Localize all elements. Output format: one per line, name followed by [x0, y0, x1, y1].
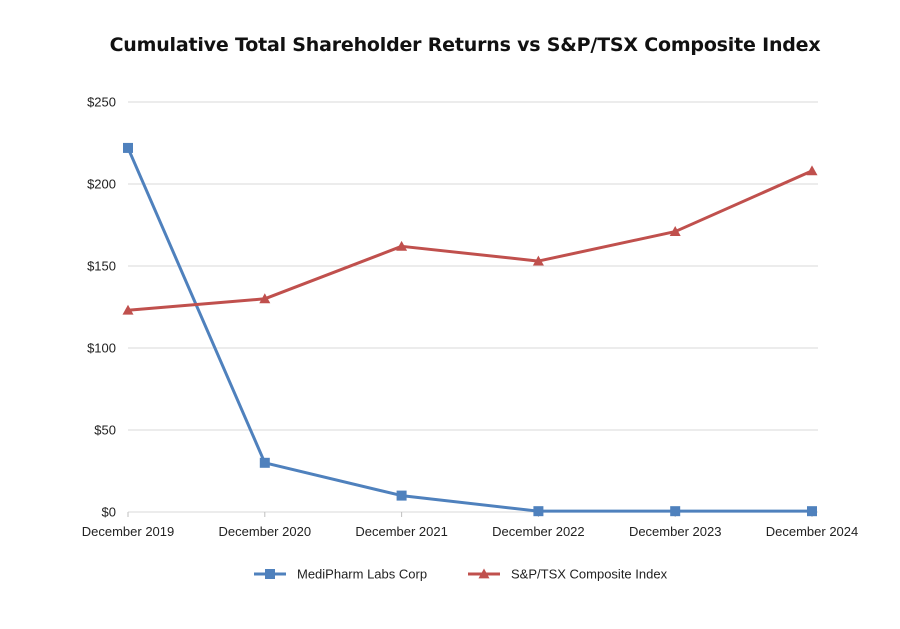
- legend-marker-medipharm: [265, 569, 275, 579]
- data-point-medipharm: [123, 142, 133, 153]
- data-point-sptsx: [669, 226, 681, 236]
- data-point-medipharm: [670, 506, 681, 517]
- y-tick-label: $50: [94, 423, 116, 438]
- data-point-sptsx: [396, 240, 408, 251]
- data-point-medipharm: [396, 490, 407, 501]
- data-point-sptsx: [806, 165, 818, 176]
- x-tick-label: December 2023: [629, 524, 722, 539]
- x-tick-label: December 2019: [82, 524, 175, 539]
- chart-title: Cumulative Total Shareholder Returns vs …: [109, 34, 821, 56]
- legend-label-sptsx: S&P/TSX Composite Index: [511, 567, 668, 582]
- x-tick-label: December 2024: [766, 524, 859, 539]
- data-point-medipharm: [259, 457, 270, 468]
- legend-marker-sptsx: [478, 568, 490, 579]
- data-point-sptsx: [259, 293, 271, 304]
- y-tick-label: $0: [102, 505, 116, 520]
- legend-label-medipharm: MediPharm Labs Corp: [297, 567, 427, 582]
- y-tick-label: $200: [87, 177, 116, 192]
- y-tick-label: $100: [87, 341, 116, 356]
- data-point-sptsx: [532, 255, 544, 266]
- x-tick-label: December 2021: [355, 524, 448, 539]
- x-tick-label: December 2020: [219, 524, 312, 539]
- series-line-sptsx: [127, 169, 813, 312]
- x-tick-label: December 2022: [492, 524, 585, 539]
- data-point-medipharm: [807, 506, 817, 517]
- series-line-medipharm: [126, 147, 812, 513]
- y-tick-label: $250: [87, 95, 116, 110]
- data-point-sptsx: [122, 304, 134, 315]
- data-point-medipharm: [533, 506, 544, 517]
- y-tick-label: $150: [87, 259, 116, 274]
